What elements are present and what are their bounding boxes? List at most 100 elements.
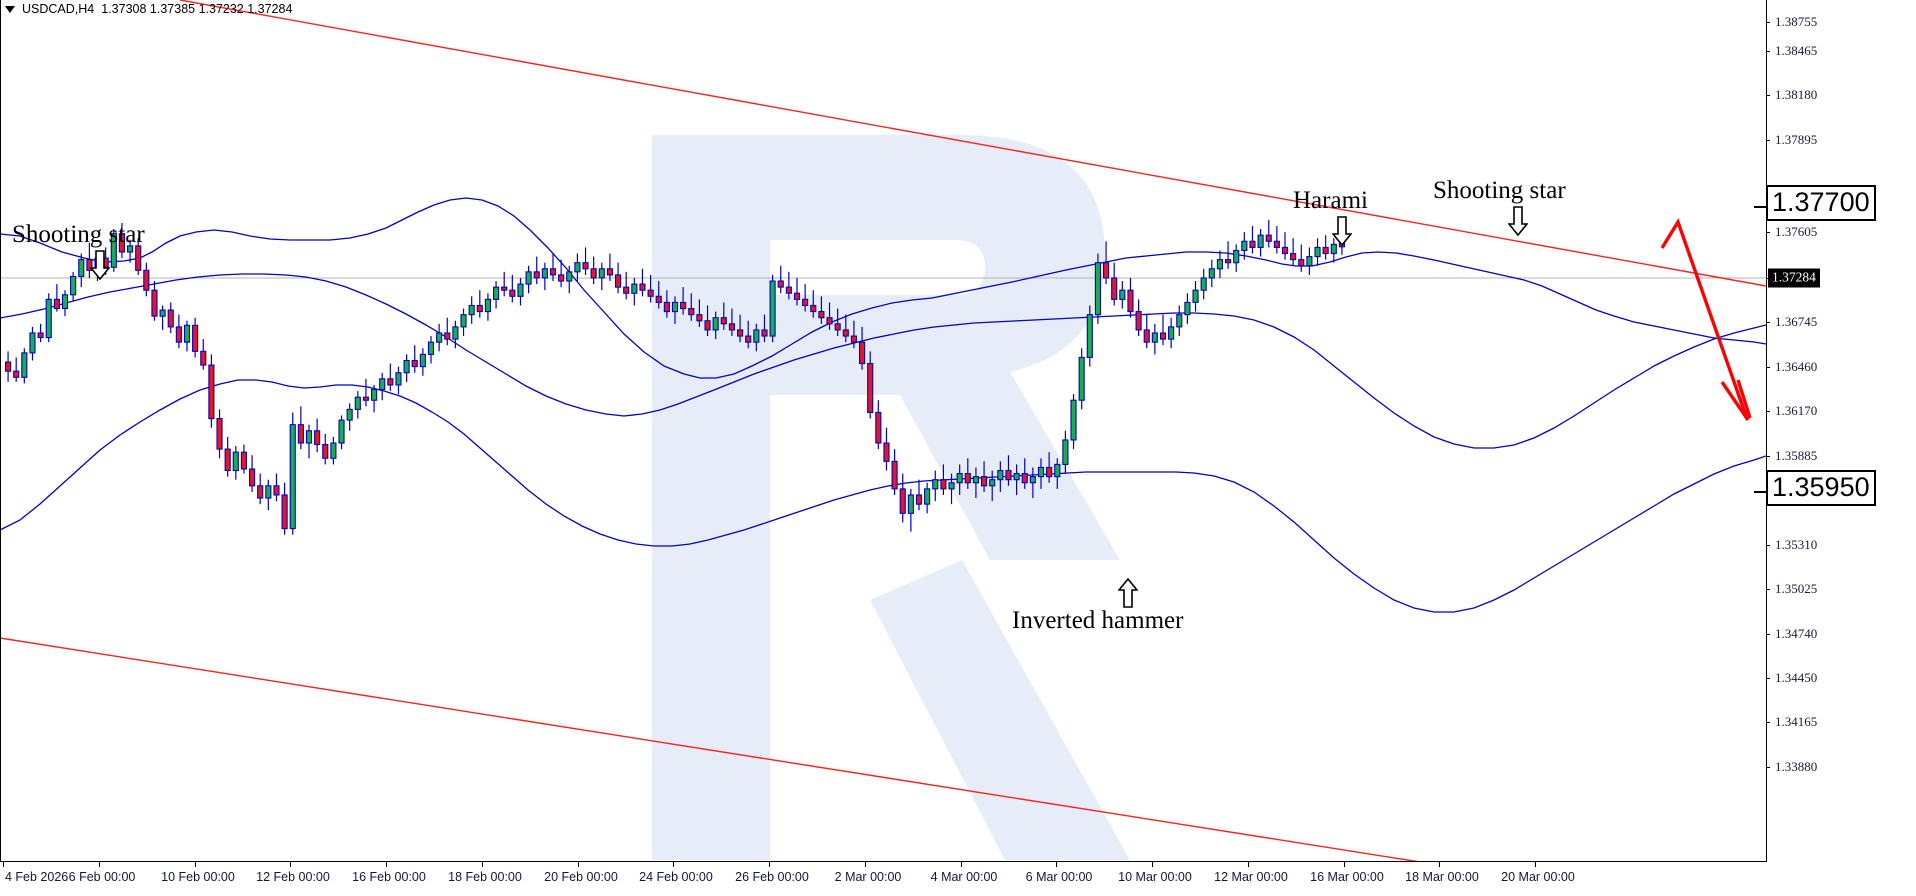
candle-body-bearish: [647, 289, 654, 297]
candle-body-bearish: [175, 326, 182, 343]
candle-body-bullish: [305, 430, 313, 444]
time-axis-label: 2 Mar 00:00: [834, 870, 902, 884]
price-axis-label: 1.35025: [1775, 581, 1818, 596]
candle-body-bearish: [582, 262, 589, 270]
candle-body-bearish: [1225, 259, 1232, 264]
time-tick: [386, 862, 387, 867]
triangle-down-icon[interactable]: [5, 5, 15, 13]
time-tick: [673, 862, 674, 867]
candle-body-bullish: [110, 233, 117, 268]
candle-body-bullish: [1037, 466, 1045, 478]
annotation-shooting-star-right: Shooting star: [1433, 178, 1566, 203]
candle-body-bullish: [1062, 439, 1069, 465]
candle-body-bearish: [1265, 234, 1272, 242]
candle-body-bearish: [5, 361, 12, 372]
candle-body-bullish: [183, 324, 191, 343]
candle-body-bullish: [574, 262, 581, 273]
candle-body-bearish: [53, 298, 60, 310]
candle-body-bullish: [753, 329, 760, 343]
candle-body-bearish: [655, 295, 662, 303]
resistance-target-box: 1.37700: [1766, 185, 1876, 222]
candle-body-bullish: [1241, 240, 1248, 252]
time-tick: [195, 862, 196, 867]
candle-body-bearish: [1046, 466, 1053, 478]
candle-body-bullish: [1233, 249, 1240, 264]
candle-body-bearish: [224, 448, 231, 472]
candle-body-bearish: [1143, 329, 1150, 343]
candle-body-bearish: [826, 317, 833, 325]
ohlc-values-label: 1.37308 1.37385 1.37232 1.37284: [101, 2, 293, 16]
candle-body-bearish: [240, 451, 248, 470]
chart-plot-area[interactable]: Shooting star Harami Shooting star Inver…: [0, 0, 1766, 862]
price-tick: [1766, 322, 1770, 323]
support-target-box: 1.35950: [1766, 470, 1876, 507]
annotation-harami: Harami: [1293, 188, 1368, 213]
arrow-down-icon-shooting-star-right: [1508, 206, 1528, 236]
candle-body-bearish: [1249, 240, 1256, 248]
price-tick: [1766, 22, 1770, 23]
candle-body-bullish: [232, 451, 239, 472]
candle-body-bullish: [70, 275, 77, 296]
candle-body-bearish: [688, 307, 695, 316]
time-axis-label: 18 Feb 00:00: [448, 870, 522, 884]
price-tick: [1766, 634, 1770, 635]
candle-body-bullish: [1216, 259, 1224, 270]
candle-body-bullish: [1208, 268, 1215, 279]
candle-body-bearish: [883, 442, 890, 462]
candle-body-bearish: [810, 304, 817, 313]
candle-body-bearish: [623, 286, 630, 294]
candle-body-bullish: [997, 469, 1004, 481]
candle-body-bullish: [907, 494, 914, 514]
candle-body-bearish: [834, 323, 841, 331]
candle-body-bullish: [517, 283, 524, 297]
price-axis-label: 1.33880: [1775, 759, 1818, 774]
quote-header: USDCAD,H4 1.37308 1.37385 1.37232 1.3728…: [0, 0, 292, 18]
price-tick: [1766, 95, 1770, 96]
time-axis-label: 4 Mar 00:00: [930, 870, 998, 884]
time-tick: [865, 862, 866, 867]
candle-body-bullish: [370, 388, 378, 401]
price-tick: [1766, 456, 1770, 457]
candle-body-bullish: [1314, 246, 1321, 258]
candle-body-bearish: [704, 320, 711, 331]
candle-body-bearish: [639, 283, 646, 291]
price-axis-label: 1.38465: [1775, 43, 1818, 58]
time-tick: [1152, 862, 1153, 867]
candle-body-bullish: [436, 332, 443, 343]
candle-body-bearish: [899, 488, 906, 514]
candle-body-bearish: [663, 301, 670, 313]
price-axis[interactable]: 1.387551.384651.381801.378951.376051.370…: [1766, 0, 1916, 862]
candle-body-bearish: [1103, 262, 1110, 279]
candle-body-bullish: [1192, 289, 1199, 303]
candle-body-bullish: [631, 283, 638, 294]
candle-body-bullish: [427, 341, 435, 355]
annotation-shooting-star-left: Shooting star: [12, 222, 145, 247]
candle-body-bearish: [501, 286, 508, 291]
candle-body-bearish: [736, 329, 744, 337]
price-axis-label: 1.34165: [1775, 714, 1818, 729]
candle-body-bullish: [395, 372, 402, 386]
time-axis-label: 20 Feb 00:00: [544, 870, 618, 884]
candle-body-bearish: [273, 485, 280, 496]
candle-body-bearish: [842, 329, 849, 337]
candle-body-bullish: [1070, 399, 1077, 441]
candle-body-bearish: [1290, 252, 1297, 261]
time-axis[interactable]: 4 Feb 2026 6 Feb 00:00 10 Feb 00:00 12 Feb …: [0, 862, 1766, 896]
candle-body-bearish: [1005, 469, 1012, 481]
candle-body-bullish: [769, 280, 776, 337]
candle-body-bullish: [460, 314, 467, 328]
support-target-dash: [1754, 491, 1766, 493]
time-tick: [961, 862, 962, 867]
candle-body-bearish: [200, 350, 207, 366]
candle-body-bearish: [802, 298, 809, 307]
candle-body-bullish: [1029, 476, 1036, 484]
price-tick: [1766, 545, 1770, 546]
candle-body-bullish: [484, 298, 492, 313]
time-tick: [1344, 862, 1345, 867]
resistance-target-label: 1.37700: [1772, 187, 1870, 217]
candle-body-bullish: [712, 317, 719, 331]
candle-body-bullish: [61, 294, 69, 310]
candle-body-bearish: [208, 364, 215, 420]
candle-body-bearish: [1298, 259, 1305, 267]
